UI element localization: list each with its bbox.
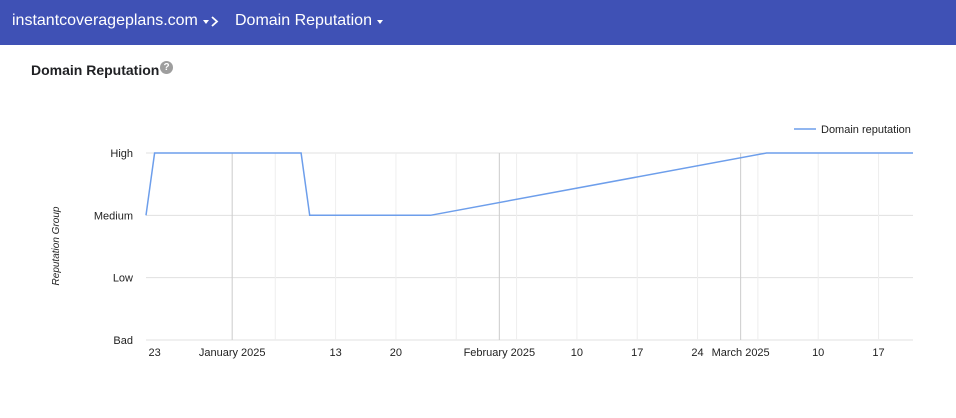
legend: Domain reputation xyxy=(794,124,911,136)
y-tick-label: Low xyxy=(113,273,133,285)
y-tick-label: Medium xyxy=(94,210,133,222)
x-tick-label: 13 xyxy=(329,347,341,359)
report-selector-label: Domain Reputation xyxy=(235,12,372,29)
series-line-domain-reputation xyxy=(145,152,913,217)
x-tick-label: 20 xyxy=(390,347,402,359)
domain-selector[interactable]: instantcoverageplans.com xyxy=(12,12,209,30)
help-icon[interactable]: ? xyxy=(160,61,173,74)
x-tick-label: 17 xyxy=(872,347,884,359)
x-tick-label: 10 xyxy=(571,347,583,359)
x-tick-label: January 2025 xyxy=(199,347,266,359)
caret-down-icon xyxy=(202,20,209,24)
domain-selector-label: instantcoverageplans.com xyxy=(12,12,198,29)
x-tick-label: 24 xyxy=(691,347,703,359)
y-axis-label: Reputation Group xyxy=(51,206,62,285)
x-tick-label: March 2025 xyxy=(712,347,770,359)
chevron-right-icon xyxy=(211,16,219,27)
page-title: Domain Reputation xyxy=(31,62,160,78)
x-tick-label: February 2025 xyxy=(464,347,536,359)
top-app-bar: instantcoverageplans.com Domain Reputati… xyxy=(0,0,956,45)
x-tick-label: 10 xyxy=(812,347,824,359)
x-tick-label: 17 xyxy=(631,347,643,359)
y-tick-label: Bad xyxy=(113,335,133,347)
caret-down-icon xyxy=(376,20,383,24)
legend-label: Domain reputation xyxy=(821,124,911,136)
report-selector[interactable]: Domain Reputation xyxy=(235,12,383,30)
x-tick-label: 23 xyxy=(148,347,160,359)
y-tick-label: High xyxy=(110,148,133,160)
